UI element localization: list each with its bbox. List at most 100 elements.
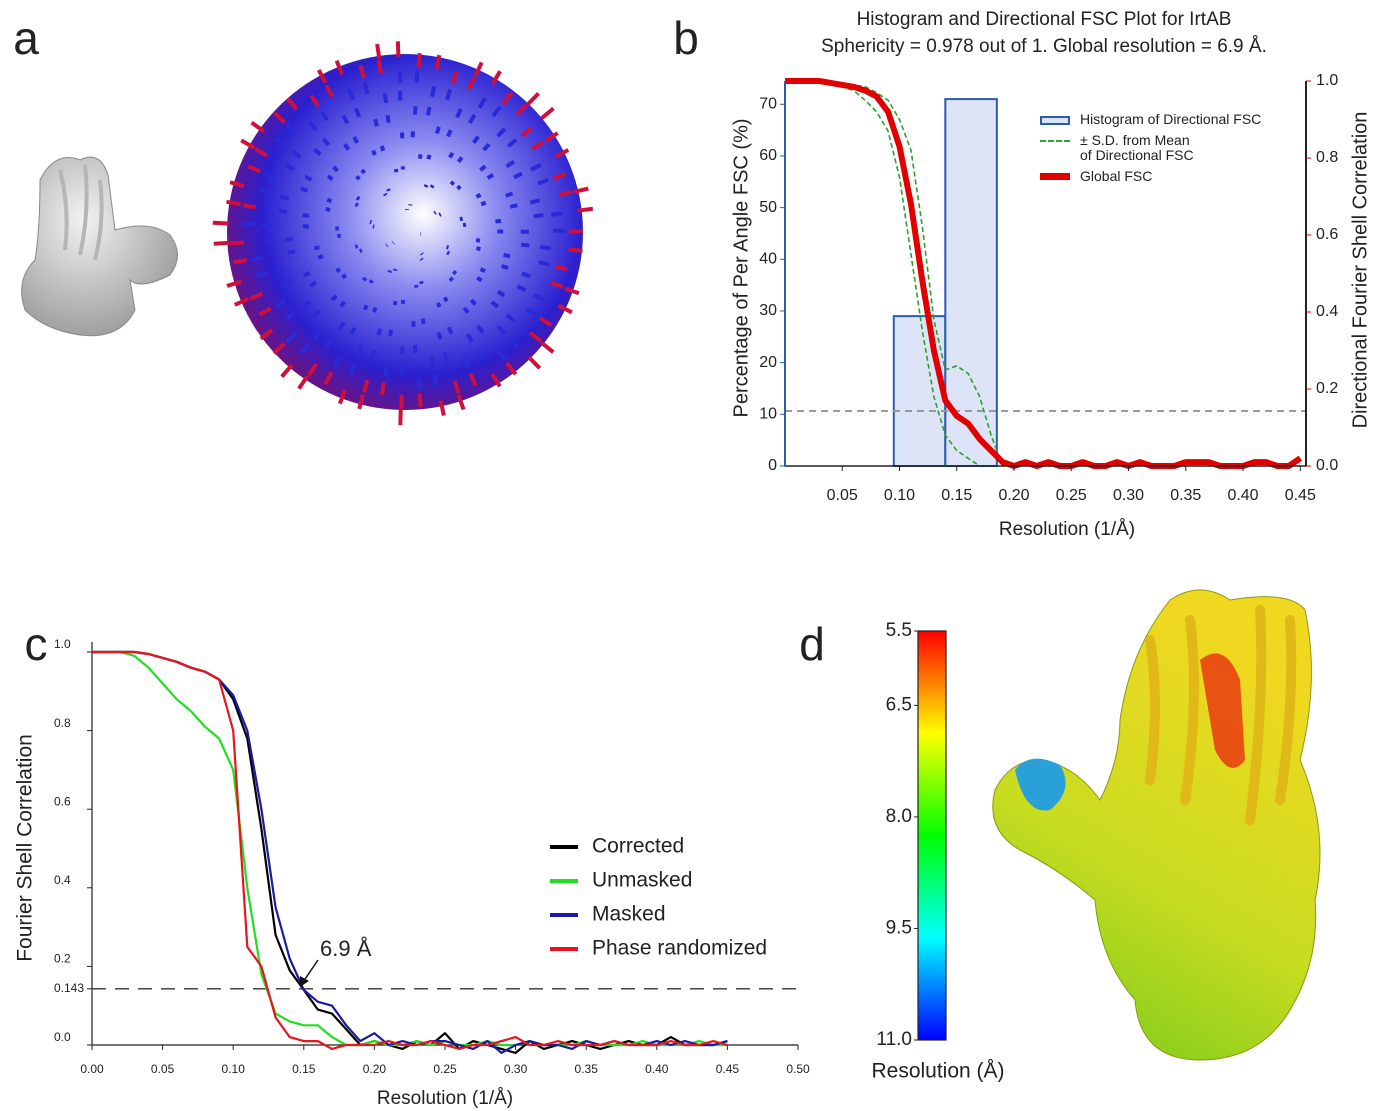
spike <box>426 154 432 160</box>
annotation: 6.9 Å <box>320 936 372 961</box>
x-tick-label: 0.25 <box>433 1062 457 1076</box>
spike <box>275 298 287 308</box>
spike <box>482 142 491 152</box>
spike <box>302 212 310 218</box>
colorbar-tick-label: 5.5 <box>886 620 912 641</box>
spike <box>419 257 424 261</box>
spike <box>287 249 296 255</box>
spike <box>380 382 386 396</box>
spike <box>355 195 361 201</box>
spike <box>326 197 333 204</box>
spike <box>430 85 437 98</box>
spike <box>347 88 355 101</box>
y-tick-label: 0.6 <box>54 794 71 808</box>
spike <box>446 326 454 335</box>
spike <box>554 264 568 272</box>
spike <box>515 103 529 117</box>
spike <box>275 266 286 273</box>
x-tick-label: 0.45 <box>716 1062 740 1076</box>
spike <box>383 192 388 197</box>
spike <box>243 203 256 210</box>
spike <box>455 108 463 119</box>
spike <box>335 267 341 274</box>
spike <box>552 172 567 181</box>
spike <box>343 143 351 151</box>
y-tick-label: 0 <box>768 457 777 474</box>
spike <box>445 88 453 101</box>
spike <box>321 137 331 147</box>
legend-box: Histogram of Directional FSC ± S.D. from … <box>1040 112 1302 184</box>
fsc-line <box>785 78 1302 469</box>
spike <box>505 160 515 169</box>
histogram-bar <box>944 98 998 467</box>
annotation-arrowhead <box>300 976 309 987</box>
spike <box>334 60 344 76</box>
x-tick-label: 0.40 <box>1227 487 1258 504</box>
y-tick-label: 50 <box>759 199 777 216</box>
y-tick-label: 0.2 <box>54 952 71 966</box>
spike <box>362 304 369 311</box>
spike <box>414 70 420 83</box>
spike <box>285 332 298 344</box>
y2-tick-label: 1.0 <box>1316 72 1338 89</box>
legend: Histogram of Directional FSC ± S.D. from … <box>1040 112 1302 184</box>
spike <box>284 163 295 172</box>
spike <box>533 213 544 219</box>
annotation-arrow <box>302 959 319 983</box>
spike <box>479 267 486 274</box>
y-tick-label: 70 <box>759 95 777 112</box>
spike <box>501 91 514 105</box>
x-tick-label: 0.40 <box>645 1062 669 1076</box>
legend-swatch <box>1040 140 1070 142</box>
spike <box>326 174 334 181</box>
legend-label: Phase randomized <box>592 937 767 960</box>
spike <box>375 43 382 60</box>
spike <box>372 306 378 313</box>
spike <box>280 279 291 287</box>
spike <box>475 192 482 199</box>
spike <box>528 331 543 343</box>
spike <box>531 140 544 151</box>
spike <box>250 255 263 262</box>
spike <box>538 316 553 327</box>
spike <box>496 324 507 335</box>
x-tick-label: 0.35 <box>575 1062 599 1076</box>
spike <box>434 54 442 70</box>
legend-label: ± S.D. from Mean of Directional FSC <box>1080 132 1194 163</box>
legend-label: Masked <box>592 903 666 926</box>
spike <box>416 53 422 68</box>
spike <box>262 237 273 243</box>
y2-tick-label: 0.4 <box>1316 303 1338 320</box>
spike <box>307 363 318 377</box>
spike <box>354 202 359 208</box>
legend-item: ± S.D. from Mean of Directional FSC <box>1040 133 1302 163</box>
x-tick-label: 0.15 <box>941 487 972 504</box>
y-tick-label: 10 <box>759 406 777 423</box>
spike <box>468 372 478 387</box>
spike <box>456 156 464 163</box>
spike <box>376 328 383 336</box>
spike <box>332 357 342 370</box>
spike <box>480 200 487 207</box>
spike <box>540 245 551 251</box>
spike <box>433 210 437 215</box>
spike <box>226 199 241 207</box>
spike <box>459 216 464 222</box>
spike <box>509 203 518 209</box>
spike <box>527 355 542 370</box>
spike <box>476 324 485 334</box>
x-tick-label: 0.05 <box>827 487 858 504</box>
spike <box>272 342 286 355</box>
spike <box>432 374 439 387</box>
spike <box>490 70 502 86</box>
panel-label: d <box>799 618 825 670</box>
spike <box>368 279 374 284</box>
spike <box>370 349 377 360</box>
spike <box>229 180 245 189</box>
spike <box>233 297 250 307</box>
x-tick-label: 0.30 <box>1113 487 1144 504</box>
spike <box>259 328 274 341</box>
spike <box>490 372 502 388</box>
spike <box>212 220 229 226</box>
